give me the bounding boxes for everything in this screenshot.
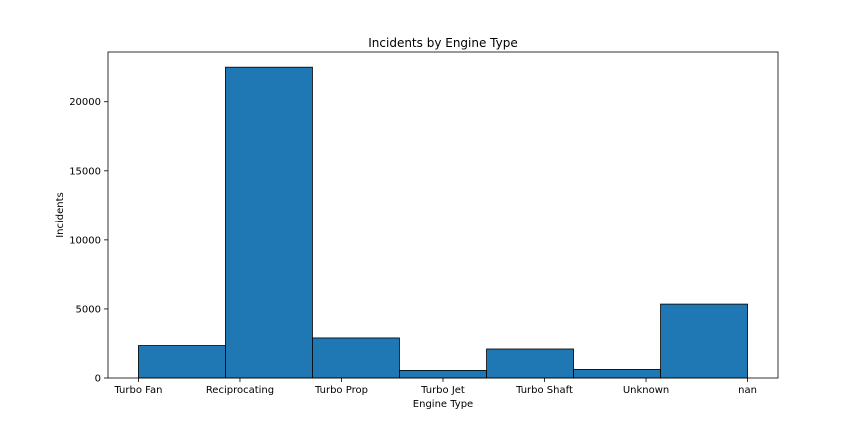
x-axis-label: Engine Type (413, 399, 473, 410)
y-axis-label: Incidents (55, 192, 66, 238)
x-axis: Turbo Fan Reciprocating Turbo Prop Turbo Je… (113, 378, 757, 396)
bar-2 (312, 337, 400, 379)
y-tick-label-3: 15000 (69, 166, 101, 177)
y-axis: 0 5000 10000 15000 20000 (69, 97, 108, 385)
x-tick-label-0: Turbo Fan (113, 385, 162, 396)
y-tick-label-2: 10000 (69, 235, 101, 246)
x-tick-label-4: Turbo Shaft (515, 385, 573, 396)
bar-1 (225, 66, 313, 379)
chart-title: Incidents by Engine Type (368, 36, 518, 50)
y-tick-label-1: 5000 (76, 304, 101, 315)
bar-3 (399, 370, 487, 379)
x-tick-label-2: Turbo Prop (314, 385, 368, 396)
y-tick-label-4: 20000 (69, 97, 101, 108)
bar-5 (573, 369, 661, 379)
bar-4 (486, 348, 574, 379)
bars-group (138, 66, 748, 379)
x-tick-label-1: Reciprocating (206, 385, 274, 396)
y-tick-label-0: 0 (95, 374, 101, 385)
bar-6 (660, 303, 748, 379)
x-tick-label-5: Unknown (623, 385, 669, 396)
x-tick-label-6: nan (738, 385, 757, 396)
x-tick-label-3: Turbo Jet (420, 385, 465, 396)
bar-0 (138, 345, 226, 379)
